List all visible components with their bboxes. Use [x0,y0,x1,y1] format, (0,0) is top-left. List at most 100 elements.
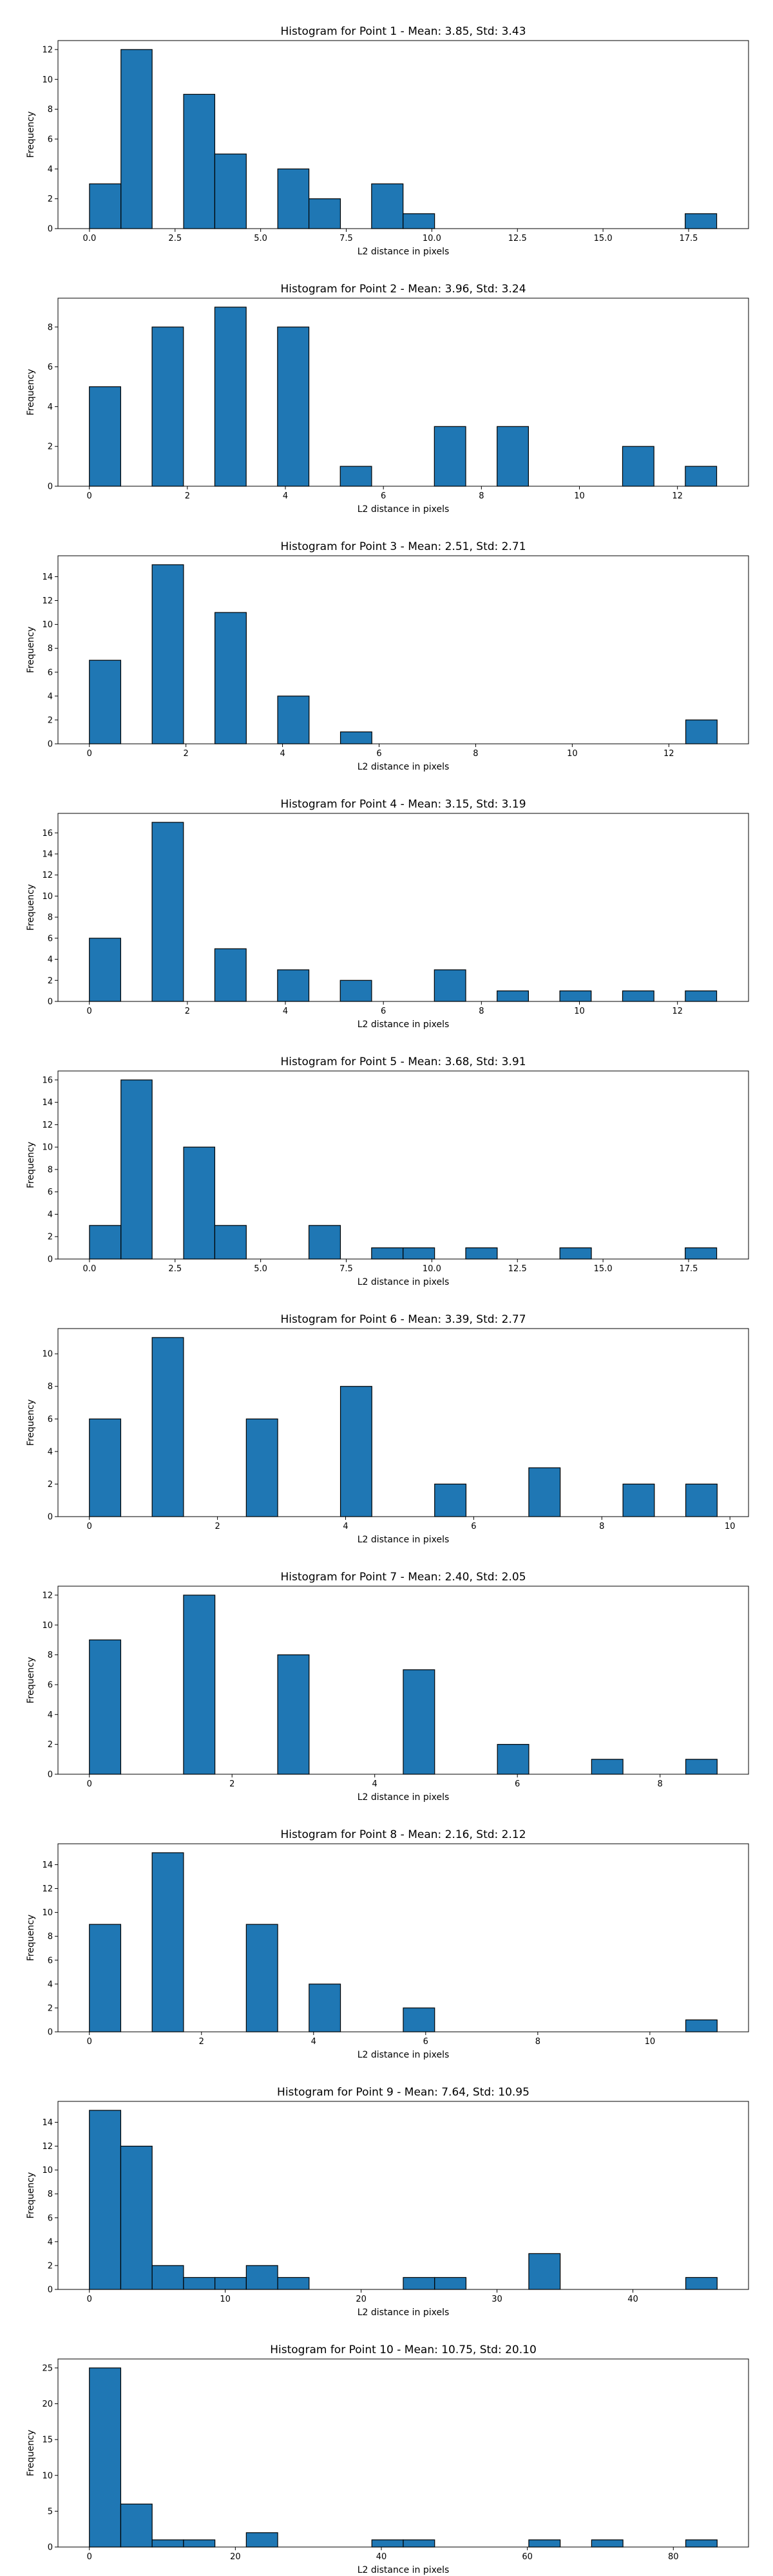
x-tick-label: 40 [376,2552,387,2562]
histogram-bar [685,1483,718,1517]
histogram-bar [89,659,122,744]
x-tick-label: 20 [230,2552,241,2562]
x-axis-label: L2 distance in pixels [358,1277,450,1287]
x-tick-label: 2 [229,1779,234,1789]
x-tick-label: 10.0 [423,1264,441,1274]
histogram-bar [277,168,310,229]
y-tick-label: 0 [48,1513,53,1522]
y-tick-label: 14 [42,1861,53,1870]
chart-title: Histogram for Point 6 - Mean: 3.39, Std:… [280,1313,526,1326]
histogram-bar [120,49,153,229]
x-tick-label: 4 [343,1522,348,1531]
histogram-bar [591,2539,624,2548]
x-tick-label: 7.5 [339,1264,353,1274]
x-tick-label: 8 [599,1522,604,1531]
x-tick-label: 2 [215,1522,220,1531]
x-tick-label: 8 [479,491,484,501]
x-tick-label: 4 [280,749,285,759]
histogram-bar [120,2145,153,2290]
y-tick-label: 0 [48,482,53,492]
y-tick-label: 2 [48,1740,53,1750]
y-tick-label: 10 [42,2471,53,2481]
y-tick-label: 2 [48,2261,53,2271]
y-tick-label: 12 [42,1884,53,1894]
histogram-bar [183,1146,216,1260]
histogram-bar [120,1079,153,1260]
histogram-bar [183,2539,216,2548]
histogram-bar [245,1418,278,1517]
histogram-bar [403,1669,435,1775]
x-tick-label: 20 [356,2295,367,2304]
x-tick-label: 60 [522,2552,533,2562]
y-axis-label: Frequency [26,1399,36,1446]
x-tick-label: 10 [574,1007,585,1016]
chart-title: Histogram for Point 3 - Mean: 2.51, Std:… [280,540,526,553]
histogram-bar [339,466,372,487]
y-tick-label: 12 [42,596,53,606]
y-tick-label: 10 [42,892,53,902]
y-axis-label: Frequency [26,627,36,673]
y-tick-label: 10 [42,1143,53,1153]
x-tick-label: 0 [87,1007,92,1016]
x-axis-label: L2 distance in pixels [358,2565,450,2575]
histogram-bar [277,1654,310,1775]
y-tick-label: 0 [48,2028,53,2038]
axes-frame [57,1586,749,1775]
y-axis-label: Frequency [26,2430,36,2476]
histogram-bar [371,2539,404,2548]
y-tick-label: 6 [48,1680,53,1690]
x-axis-label: L2 distance in pixels [358,1535,450,1545]
y-tick-label: 14 [42,573,53,582]
y-tick-label: 12 [42,871,53,880]
axes-frame [57,298,749,487]
x-tick-label: 12 [672,1007,683,1016]
histogram-bar [215,2277,247,2290]
x-axis-label: L2 distance in pixels [358,247,450,257]
histogram-bar [183,93,216,229]
x-axis-label: L2 distance in pixels [358,504,450,515]
histogram-bar [434,969,466,1002]
y-tick-label: 0 [48,225,53,234]
y-tick-label: 15 [42,2436,53,2445]
x-tick-label: 10.0 [423,234,441,243]
y-axis-label: Frequency [26,884,36,931]
x-tick-label: 8 [535,2037,540,2047]
histogram-bar [528,1467,561,1517]
x-tick-label: 6 [423,2037,428,2047]
histogram-bar [434,426,466,487]
x-tick-label: 30 [491,2295,502,2304]
x-tick-label: 6 [381,1007,386,1016]
histogram-bar [622,1483,655,1517]
histogram-bar [277,327,310,487]
histogram-bar [214,153,247,229]
histogram-bar [403,2539,435,2548]
x-axis-label: L2 distance in pixels [358,2307,450,2318]
histogram-bar [685,213,718,229]
y-tick-label: 8 [48,1651,53,1660]
y-axis-label: Frequency [26,1657,36,1703]
y-tick-label: 8 [48,105,53,115]
y-tick-label: 2 [48,2003,53,2013]
x-tick-label: 0 [87,2295,92,2304]
histogram-bar [434,2277,467,2290]
y-tick-label: 6 [48,1188,53,1197]
x-tick-label: 6 [515,1779,520,1789]
histogram-bar [214,948,247,1002]
x-tick-label: 0 [87,1522,92,1531]
axes-frame [57,813,749,1002]
histogram-bar [183,1595,216,1775]
histogram-bar [403,2007,435,2032]
x-tick-label: 0 [87,2037,92,2047]
histogram-bar [89,2367,122,2548]
chart-title: Histogram for Point 8 - Mean: 2.16, Std:… [280,1828,526,1841]
histogram-bar [277,969,310,1002]
y-tick-label: 16 [42,1075,53,1085]
histogram-bar [685,1247,718,1260]
histogram-bar [89,1418,122,1517]
histogram-bar [339,731,372,744]
y-tick-label: 10 [42,75,53,85]
histogram-bar [371,1247,404,1260]
chart-title: Histogram for Point 4 - Mean: 3.15, Std:… [280,798,526,811]
chart-title: Histogram for Point 5 - Mean: 3.68, Std:… [280,1056,526,1068]
x-tick-label: 5.0 [254,234,267,243]
